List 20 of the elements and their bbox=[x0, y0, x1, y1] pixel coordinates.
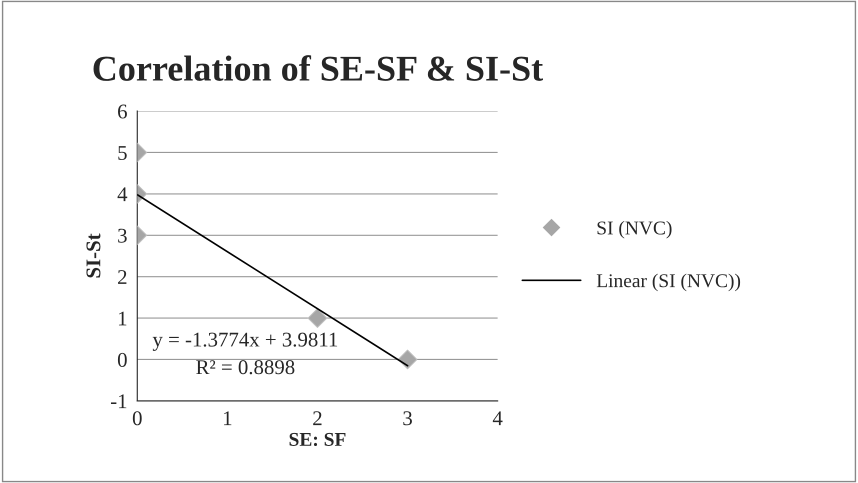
x-tick-label: 2 bbox=[313, 411, 322, 426]
legend-label: Linear (SI (NVC)) bbox=[596, 274, 740, 292]
y-tick-label: 5 bbox=[118, 146, 127, 160]
y-tick-label: 6 bbox=[118, 104, 127, 119]
legend-label: SI (NVC) bbox=[598, 220, 672, 238]
y-tick-label: 2 bbox=[118, 270, 126, 284]
x-tick-label: 0 bbox=[132, 411, 142, 426]
chart-title: Correlation of SE-SF & SI-St bbox=[94, 55, 544, 81]
y-tick-label: 3 bbox=[118, 228, 127, 243]
annotation: y = -1.3774x + 3.9811 bbox=[152, 332, 338, 351]
y-tick-label: 0 bbox=[118, 352, 127, 367]
annotation: R² = 0.8898 bbox=[196, 360, 294, 374]
y-axis-title: SI-St bbox=[86, 234, 100, 278]
y-tick-label: 4 bbox=[118, 187, 128, 202]
x-tick-label: 3 bbox=[403, 411, 412, 426]
x-axis-title: SE: SF bbox=[290, 432, 346, 446]
x-tick-label: 4 bbox=[492, 411, 503, 426]
x-tick-label: 1 bbox=[224, 411, 232, 426]
y-tick-label: -1 bbox=[110, 394, 126, 408]
y-tick-label: 1 bbox=[118, 312, 126, 326]
